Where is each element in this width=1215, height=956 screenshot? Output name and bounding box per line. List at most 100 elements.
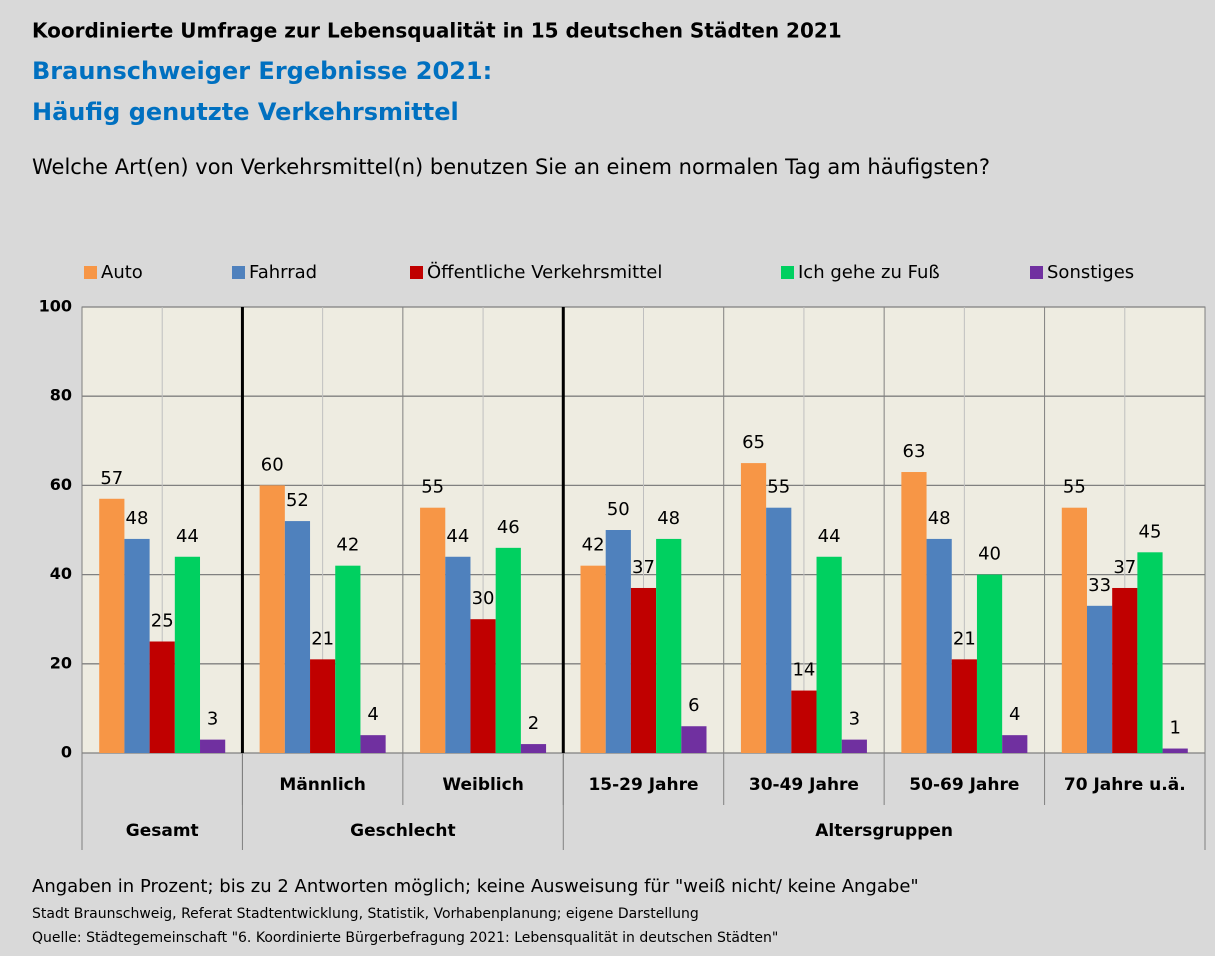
- value-label: 55: [1063, 477, 1086, 498]
- x-tick-label: 30-49 Jahre: [749, 775, 859, 795]
- value-label: 48: [928, 508, 951, 529]
- chart-subtitle: Häufig genutzte Verkehrsmittel: [32, 98, 459, 126]
- value-label: 48: [126, 508, 149, 529]
- value-label: 14: [792, 660, 815, 681]
- value-label: 60: [261, 454, 284, 475]
- legend-swatch: [84, 266, 97, 279]
- bar: [174, 556, 201, 753]
- x-tick-label: 15-29 Jahre: [588, 775, 698, 795]
- value-label: 21: [953, 628, 976, 649]
- value-label: 37: [1113, 557, 1136, 578]
- bar: [1061, 507, 1087, 753]
- legend-label: Sonstiges: [1047, 262, 1134, 283]
- bar: [520, 744, 547, 753]
- legend-label: Fahrrad: [249, 262, 317, 283]
- value-label: 65: [742, 432, 765, 453]
- value-label: 48: [657, 508, 680, 529]
- x-tick-label: 70 Jahre u.ä.: [1064, 775, 1186, 795]
- value-label: 42: [582, 535, 605, 556]
- question: Welche Art(en) von Verkehrsmittel(n) ben…: [32, 155, 990, 179]
- bar: [360, 735, 386, 753]
- legend-label: Auto: [101, 262, 143, 283]
- bar: [816, 556, 842, 753]
- note: Angaben in Prozent; bis zu 2 Antworten m…: [32, 876, 919, 897]
- bar: [791, 690, 817, 753]
- legend-label: Ich gehe zu Fuß: [798, 262, 940, 283]
- bar: [580, 565, 606, 753]
- value-label: 55: [421, 477, 444, 498]
- value-label: 42: [336, 535, 359, 556]
- bar: [656, 538, 682, 753]
- legend-swatch: [781, 266, 794, 279]
- bar: [1086, 605, 1113, 753]
- bar: [1162, 748, 1188, 753]
- group-label: Altersgruppen: [815, 821, 953, 841]
- x-tick-label: Weiblich: [442, 775, 524, 795]
- value-label: 57: [100, 468, 123, 489]
- value-label: 46: [497, 517, 520, 538]
- value-label: 45: [1139, 521, 1162, 542]
- value-label: 3: [207, 709, 218, 730]
- bar: [200, 739, 226, 753]
- note: Quelle: Städtegemeinschaft "6. Koordinie…: [32, 930, 778, 946]
- value-label: 63: [903, 441, 926, 462]
- value-label: 2: [528, 713, 539, 734]
- chart-title: Koordinierte Umfrage zur Lebensqualität …: [32, 19, 842, 43]
- bar: [1137, 552, 1163, 753]
- bar: [445, 556, 471, 753]
- legend-swatch: [1030, 266, 1043, 279]
- x-tick-label: Männlich: [279, 775, 365, 795]
- bar: [766, 507, 792, 753]
- value-label: 50: [607, 499, 630, 520]
- value-label: 3: [849, 709, 860, 730]
- value-label: 44: [818, 526, 841, 547]
- y-tick-label: 40: [50, 564, 72, 583]
- y-tick-label: 80: [50, 386, 72, 405]
- bar: [740, 463, 767, 753]
- chart-subtitle: Braunschweiger Ergebnisse 2021:: [32, 57, 492, 85]
- group-label: Gesamt: [126, 821, 199, 841]
- bar: [259, 485, 285, 753]
- bar: [951, 659, 977, 753]
- bar: [681, 726, 707, 753]
- bar: [841, 739, 867, 753]
- bar: [926, 538, 952, 753]
- value-label: 25: [151, 611, 174, 632]
- value-label: 44: [176, 526, 199, 547]
- y-tick-label: 60: [50, 475, 72, 494]
- y-tick-label: 0: [61, 743, 72, 762]
- value-label: 6: [688, 695, 699, 716]
- value-label: 4: [367, 704, 378, 725]
- bar: [310, 659, 336, 753]
- bar: [1112, 587, 1138, 753]
- value-label: 30: [472, 588, 495, 609]
- note: Stadt Braunschweig, Referat Stadtentwick…: [32, 906, 699, 922]
- value-label: 40: [978, 544, 1001, 565]
- bar: [335, 565, 361, 753]
- legend-swatch: [410, 266, 423, 279]
- value-label: 52: [286, 490, 309, 511]
- bar: [470, 619, 496, 753]
- y-tick-label: 20: [50, 653, 72, 672]
- bar: [284, 521, 311, 753]
- value-label: 44: [446, 526, 469, 547]
- bar: [99, 498, 125, 753]
- value-label: 4: [1009, 704, 1020, 725]
- bar: [420, 507, 446, 753]
- y-tick-label: 100: [39, 297, 72, 316]
- value-label: 55: [767, 477, 790, 498]
- bar: [605, 530, 631, 753]
- bar: [1002, 735, 1028, 753]
- bar: [495, 547, 521, 753]
- value-label: 21: [311, 628, 334, 649]
- legend-swatch: [232, 266, 245, 279]
- bar: [901, 472, 927, 753]
- value-label: 37: [632, 557, 655, 578]
- bar: [630, 587, 657, 753]
- x-tick-label: 50-69 Jahre: [909, 775, 1019, 795]
- group-label: Geschlecht: [350, 821, 455, 841]
- value-label: 1: [1169, 718, 1180, 739]
- bar: [976, 574, 1003, 753]
- bar: [149, 641, 175, 753]
